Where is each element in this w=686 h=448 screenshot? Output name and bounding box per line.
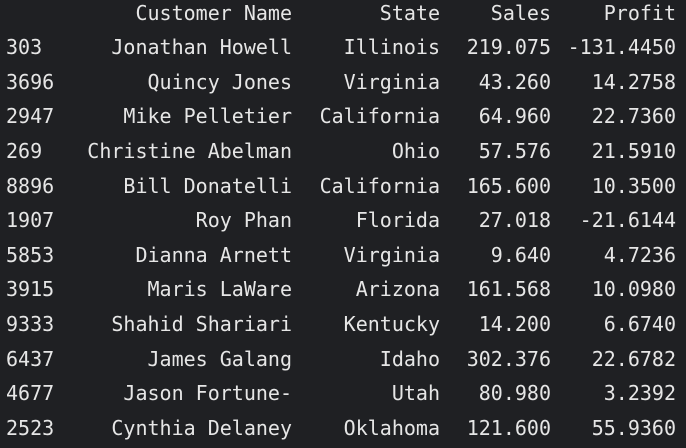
customer-name-cell: Roy Phan	[195, 208, 292, 233]
table-row: 303 Jonathan Howell Illinois 219.075 -131.44…	[0, 30, 686, 65]
table-row: 8896 Bill Donatelli California 165.600 10.35…	[0, 169, 686, 204]
state-cell: Oklahoma	[343, 415, 440, 440]
table-row: 2523 Cynthia Delaney Oklahoma 121.600 55.936…	[0, 411, 686, 446]
state-cell: Idaho	[379, 346, 440, 371]
table-row: 1907 Roy Phan Florida 27.018 -21.6144	[0, 203, 686, 238]
customer-name-cell: Cynthia Delaney	[111, 415, 292, 440]
state-cell: Ohio	[391, 139, 440, 163]
customer-name-cell: Maris LaWare	[147, 277, 293, 302]
row-index: 2523	[6, 415, 55, 440]
state-cell: Kentucky	[343, 312, 440, 336]
table-row: 4677 Jason Fortune- Utah 80.980 3.2392	[0, 376, 686, 411]
column-header-customer-name: Customer Name	[135, 1, 292, 25]
table-row: 5853 Dianna Arnett Virginia 9.640 4.7236	[0, 238, 686, 273]
profit-cell: 22.6782	[591, 346, 676, 371]
profit-cell: -21.6144	[579, 208, 676, 233]
row-index: 3696	[6, 69, 55, 94]
column-header-state: State	[379, 1, 440, 25]
profit-cell: 55.9360	[591, 415, 676, 440]
sales-cell: 219.075	[466, 35, 551, 60]
table-row: 3696 Quincy Jones Virginia 43.260 14.2758	[0, 65, 686, 100]
table-row: 3915 Maris LaWare Arizona 161.568 10.0980	[0, 272, 686, 307]
customer-name-cell: Shahid Shariari	[111, 312, 292, 336]
table-row: 269 Christine Abelman Ohio 57.576 21.5910	[0, 134, 686, 169]
state-cell: Virginia	[343, 242, 440, 267]
sales-cell: 43.260	[478, 69, 551, 94]
sales-cell: 165.600	[466, 173, 551, 198]
sales-cell: 14.200	[478, 312, 551, 336]
sales-cell: 64.960	[478, 104, 551, 129]
profit-cell: 22.7360	[591, 104, 676, 129]
sales-cell: 27.018	[478, 208, 551, 233]
column-header-profit: Profit	[603, 1, 676, 25]
row-index: 303	[6, 35, 43, 60]
customer-name-cell: Bill Donatelli	[123, 173, 292, 198]
row-index: 4677	[6, 381, 55, 406]
customer-name-cell: Dianna Arnett	[135, 242, 292, 267]
sales-cell: 57.576	[478, 139, 551, 163]
customer-name-cell: Christine Abelman	[87, 139, 292, 163]
row-index: 3915	[6, 277, 55, 302]
profit-cell: -131.4450	[567, 35, 676, 60]
profit-cell: 10.3500	[591, 173, 676, 198]
state-cell: Arizona	[355, 277, 440, 302]
row-index: 1907	[6, 208, 55, 233]
header-row: Customer Name State Sales Profit	[0, 0, 686, 31]
customer-name-cell: Mike Pelletier	[123, 104, 292, 129]
profit-cell: 3.2392	[603, 381, 676, 406]
row-index: 6437	[6, 346, 55, 371]
state-cell: California	[319, 173, 440, 198]
sales-cell: 302.376	[466, 346, 551, 371]
row-index: 269	[6, 139, 43, 163]
state-cell: Illinois	[343, 35, 440, 60]
profit-cell: 4.7236	[603, 242, 676, 267]
customer-name-cell: Jason Fortune-	[123, 381, 292, 406]
column-header-sales: Sales	[490, 1, 551, 25]
state-cell: Virginia	[343, 69, 440, 94]
row-index: 8896	[6, 173, 55, 198]
customer-name-cell: Jonathan Howell	[111, 35, 292, 60]
customer-name-cell: James Galang	[147, 346, 293, 371]
row-index: 9333	[6, 312, 55, 336]
profit-cell: 21.5910	[591, 139, 676, 163]
row-index: 5853	[6, 242, 55, 267]
profit-cell: 10.0980	[591, 277, 676, 302]
state-cell: Florida	[355, 208, 440, 233]
profit-cell: 14.2758	[591, 69, 676, 94]
state-cell: Utah	[391, 381, 440, 406]
profit-cell: 6.6740	[603, 312, 676, 336]
table-row: 9333 Shahid Shariari Kentucky 14.200 6.6740	[0, 307, 686, 342]
row-index: 2947	[6, 104, 55, 129]
sales-cell: 121.600	[466, 415, 551, 440]
table-row: 6437 James Galang Idaho 302.376 22.6782	[0, 342, 686, 377]
state-cell: California	[319, 104, 440, 129]
table-row: 2947 Mike Pelletier California 64.960 22.736…	[0, 99, 686, 134]
sales-cell: 161.568	[466, 277, 551, 302]
sales-cell: 9.640	[490, 242, 551, 267]
customer-name-cell: Quincy Jones	[147, 69, 293, 94]
sales-cell: 80.980	[478, 381, 551, 406]
